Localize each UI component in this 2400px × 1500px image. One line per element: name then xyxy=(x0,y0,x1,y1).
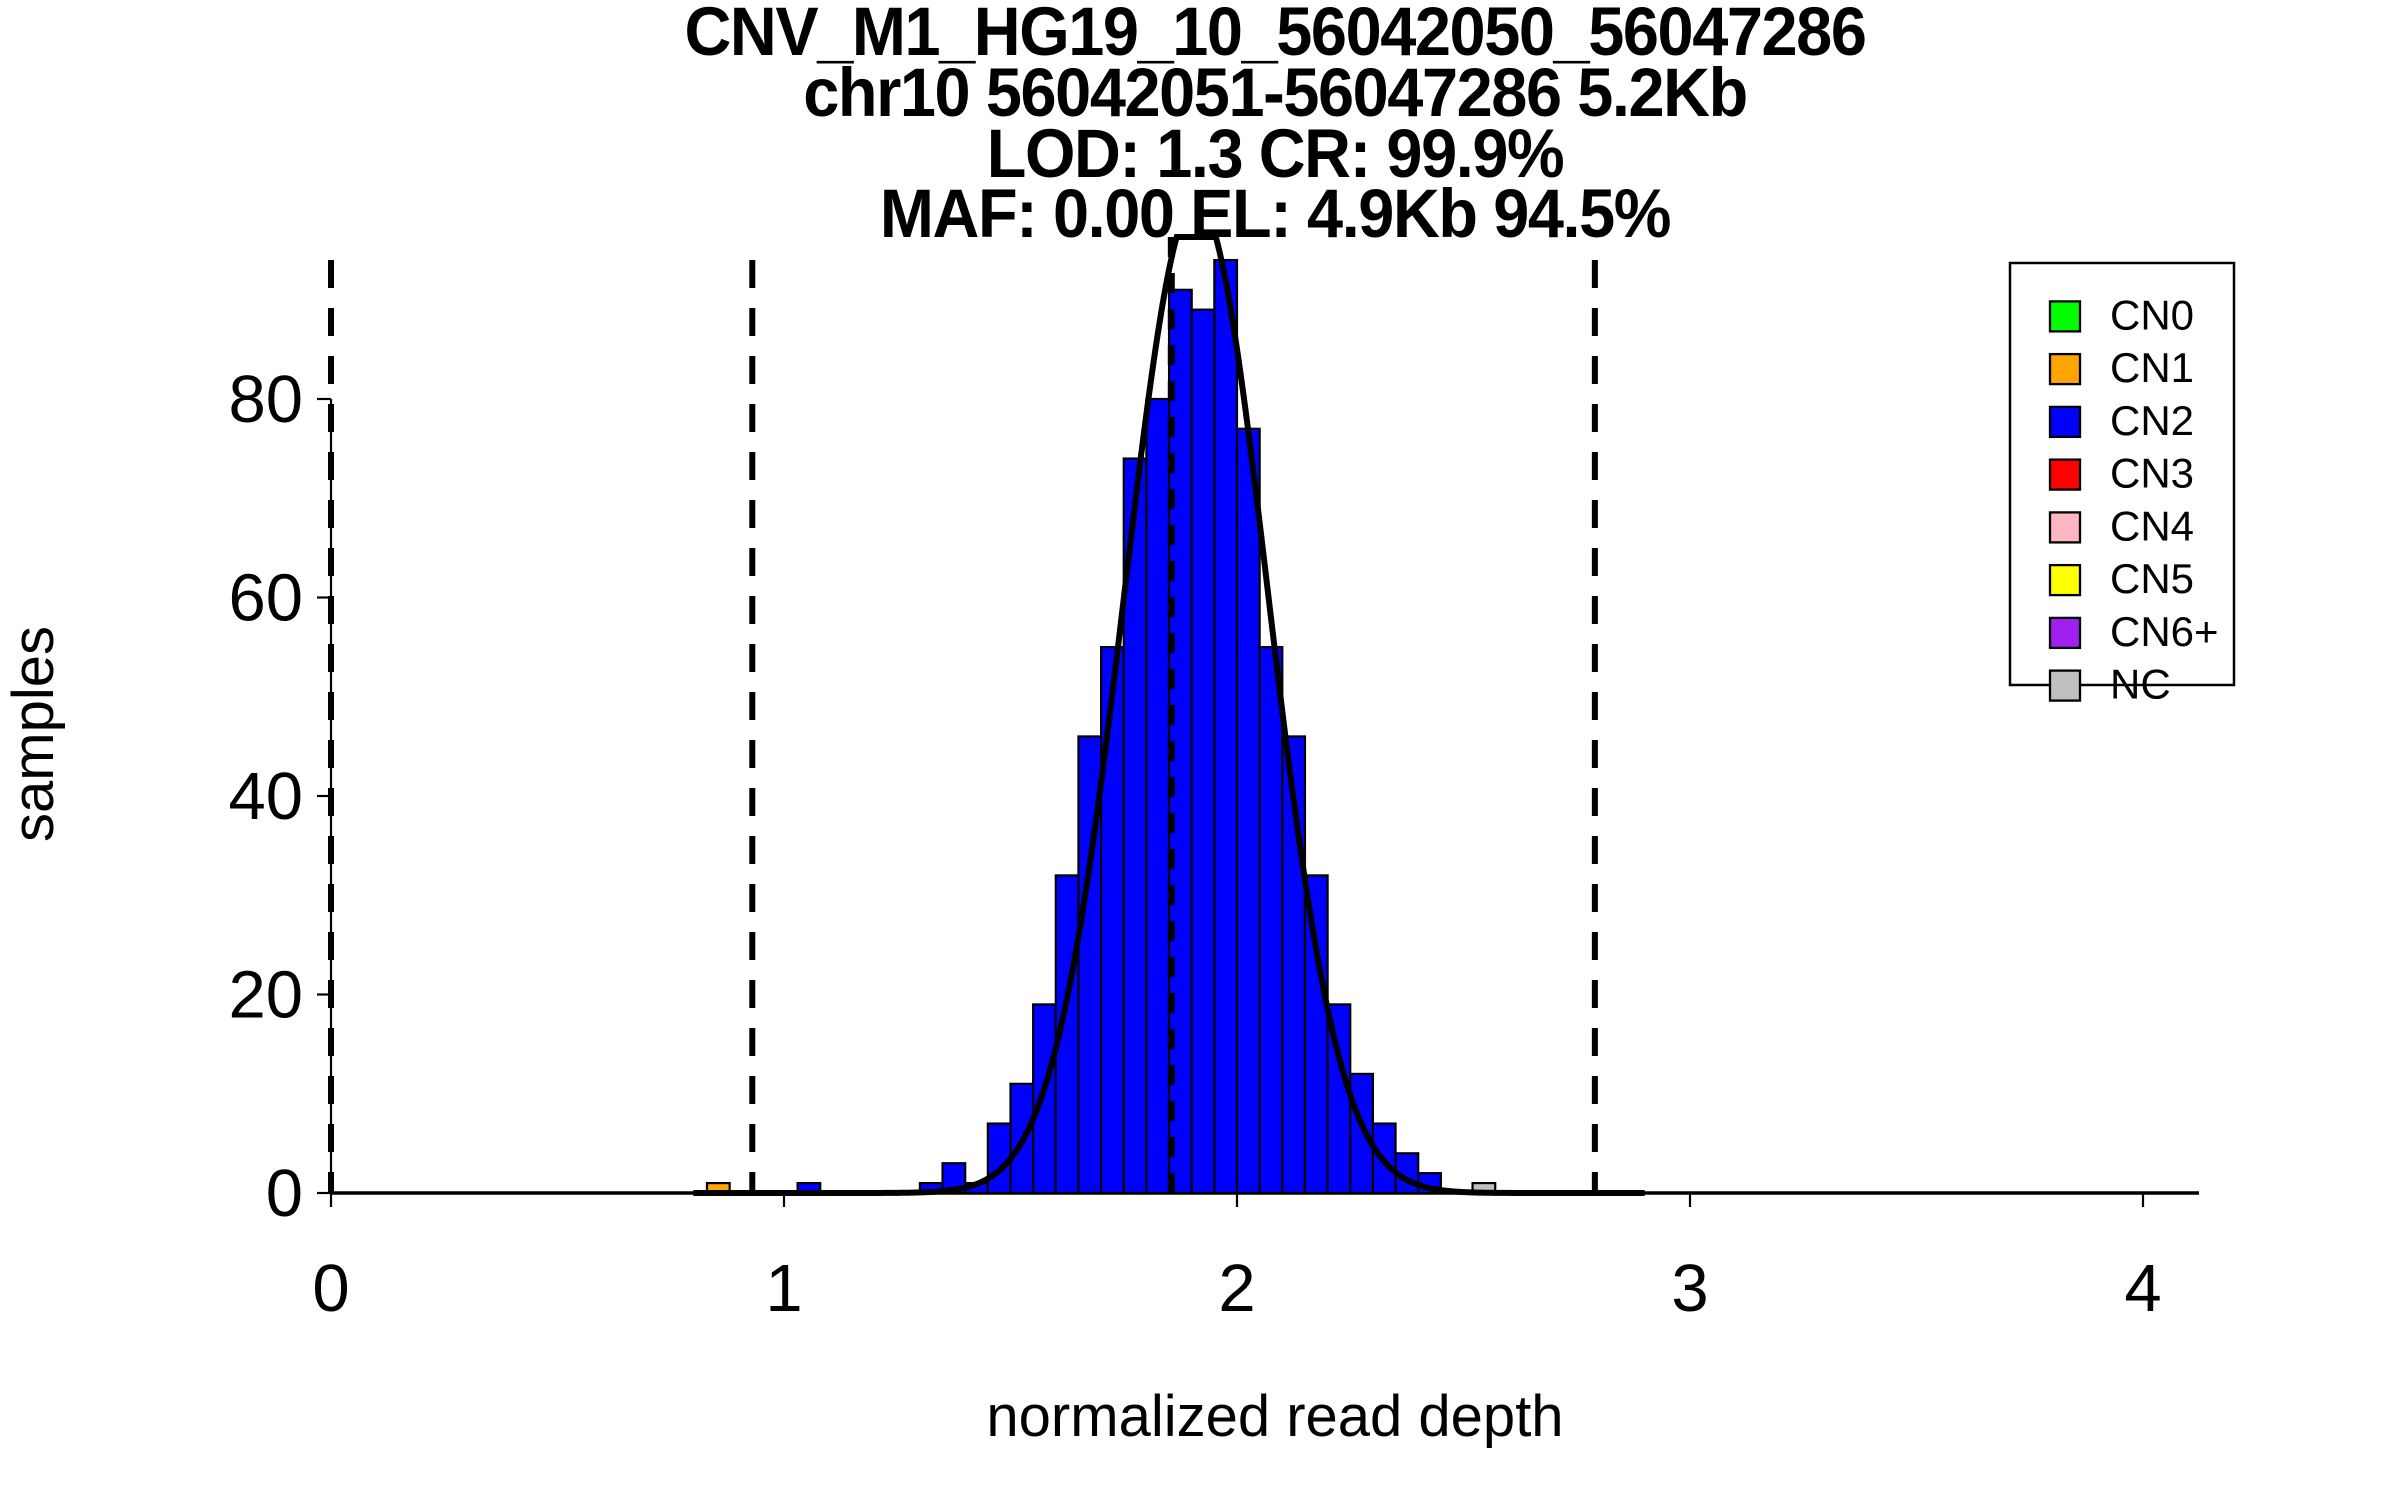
svg-text:60: 60 xyxy=(228,561,303,636)
svg-text:0: 0 xyxy=(266,1156,303,1231)
svg-text:CN0: CN0 xyxy=(2110,291,2194,338)
svg-text:NC: NC xyxy=(2110,661,2171,708)
svg-text:2: 2 xyxy=(1218,1251,1255,1326)
svg-text:CN5: CN5 xyxy=(2110,555,2194,602)
svg-text:0: 0 xyxy=(312,1251,349,1326)
svg-text:20: 20 xyxy=(228,958,303,1033)
svg-text:1: 1 xyxy=(765,1251,802,1326)
svg-text:samples: samples xyxy=(1,626,66,842)
svg-text:80: 80 xyxy=(228,362,303,437)
svg-text:normalized read depth: normalized read depth xyxy=(986,1384,1563,1449)
svg-text:4: 4 xyxy=(2124,1251,2161,1326)
svg-text:3: 3 xyxy=(1671,1251,1708,1326)
svg-text:40: 40 xyxy=(228,759,303,834)
svg-text:CN2: CN2 xyxy=(2110,397,2194,444)
svg-text:CN3: CN3 xyxy=(2110,450,2194,497)
svg-text:CN6+: CN6+ xyxy=(2110,608,2219,655)
svg-text:CN1: CN1 xyxy=(2110,344,2194,391)
svg-text:CN4: CN4 xyxy=(2110,502,2194,549)
